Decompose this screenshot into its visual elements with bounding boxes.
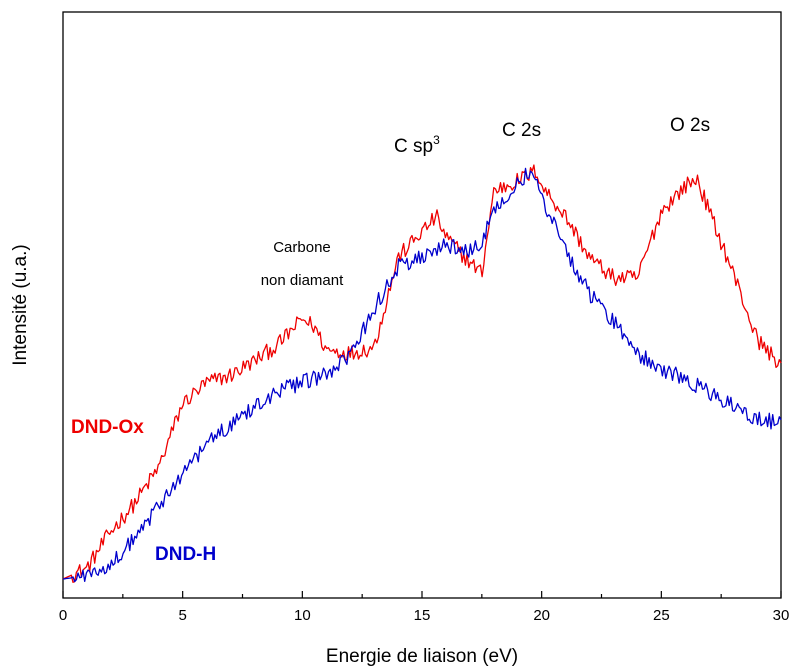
x-tick-label: 5 [178, 607, 186, 624]
y-axis-title: Intensité (u.a.) [10, 244, 31, 365]
annotation-carbone: Carbone [273, 239, 331, 256]
x-tick-label: 25 [653, 607, 670, 624]
x-tick-label: 20 [533, 607, 550, 624]
x-tick-label: 10 [294, 607, 311, 624]
x-axis-ticks: 0 5 10 15 20 25 30 [59, 591, 790, 624]
x-axis-title: Energie de liaison (eV) [326, 646, 518, 667]
annotation-non-diamant: non diamant [261, 272, 344, 289]
annotation-o-2s: O 2s [670, 115, 710, 136]
x-tick-label: 30 [773, 607, 790, 624]
series-line-dnd-h [62, 167, 782, 583]
series-label-dnd-h: DND-H [155, 544, 216, 565]
annotation-c-sp3-base: C sp [394, 136, 433, 157]
annotation-c-sp3: C sp3 [394, 133, 440, 157]
series-label-dnd-ox: DND-Ox [71, 417, 144, 438]
x-tick-label: 15 [414, 607, 431, 624]
annotation-c-2s: C 2s [502, 120, 541, 141]
series-line-dnd-ox [62, 164, 782, 583]
plot-frame [62, 11, 782, 599]
annotation-c-sp3-sup: 3 [433, 133, 440, 147]
x-tick-label: 0 [59, 607, 67, 624]
series-layer [62, 164, 782, 583]
